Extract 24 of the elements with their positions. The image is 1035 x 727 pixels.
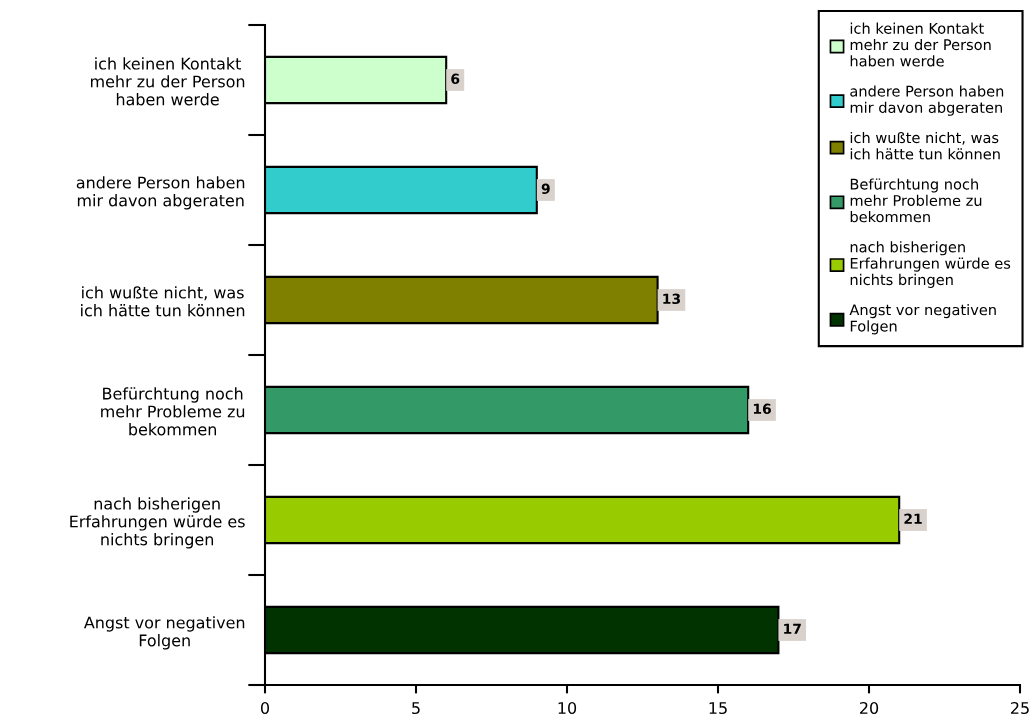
data-label: 9 xyxy=(541,183,550,195)
legend-label: ich wußte nicht, was ich hätte tun können xyxy=(850,131,1000,160)
y-tick-label: andere Person haben mir davon abgeraten xyxy=(76,176,245,210)
data-label: 17 xyxy=(784,623,801,634)
y-tick-label: Befürchtung noch mehr Probleme zu bekommen xyxy=(101,387,245,436)
y-tick-label: nach bisherigen Erfahrungen würde es nichts bringen xyxy=(70,497,245,549)
x-tick-label: 0 xyxy=(260,701,270,715)
legend-label: Befürchtung noch mehr Probleme zu bekommen xyxy=(850,178,982,223)
data-label: 6 xyxy=(451,73,460,85)
y-tick-label: ich keinen Kontakt mehr zu der Person haben werde xyxy=(91,57,245,106)
data-label: 21 xyxy=(904,513,922,524)
x-tick-label: 20 xyxy=(860,701,879,715)
y-tick-label: ich wußte nicht, was ich hätte tun können xyxy=(81,286,245,317)
x-tick-label: 25 xyxy=(1011,701,1029,715)
x-tick-label: 15 xyxy=(709,702,727,715)
legend-label: andere Person haben mir davon abgeraten xyxy=(850,85,1004,116)
legend-label: Angst vor negativen Folgen xyxy=(849,304,996,335)
y-tick-label: Angst vor negativen Folgen xyxy=(83,616,245,650)
legend-label: nach bisherigen Erfahrungen würde es nichts bringen xyxy=(850,241,1011,288)
x-tick-label: 5 xyxy=(412,702,420,715)
data-label: 16 xyxy=(753,403,771,415)
legend-label: ich keinen Kontakt mehr zu der Person haben werde xyxy=(850,22,991,67)
data-label: 13 xyxy=(663,293,680,305)
x-tick-label: 10 xyxy=(558,701,577,715)
